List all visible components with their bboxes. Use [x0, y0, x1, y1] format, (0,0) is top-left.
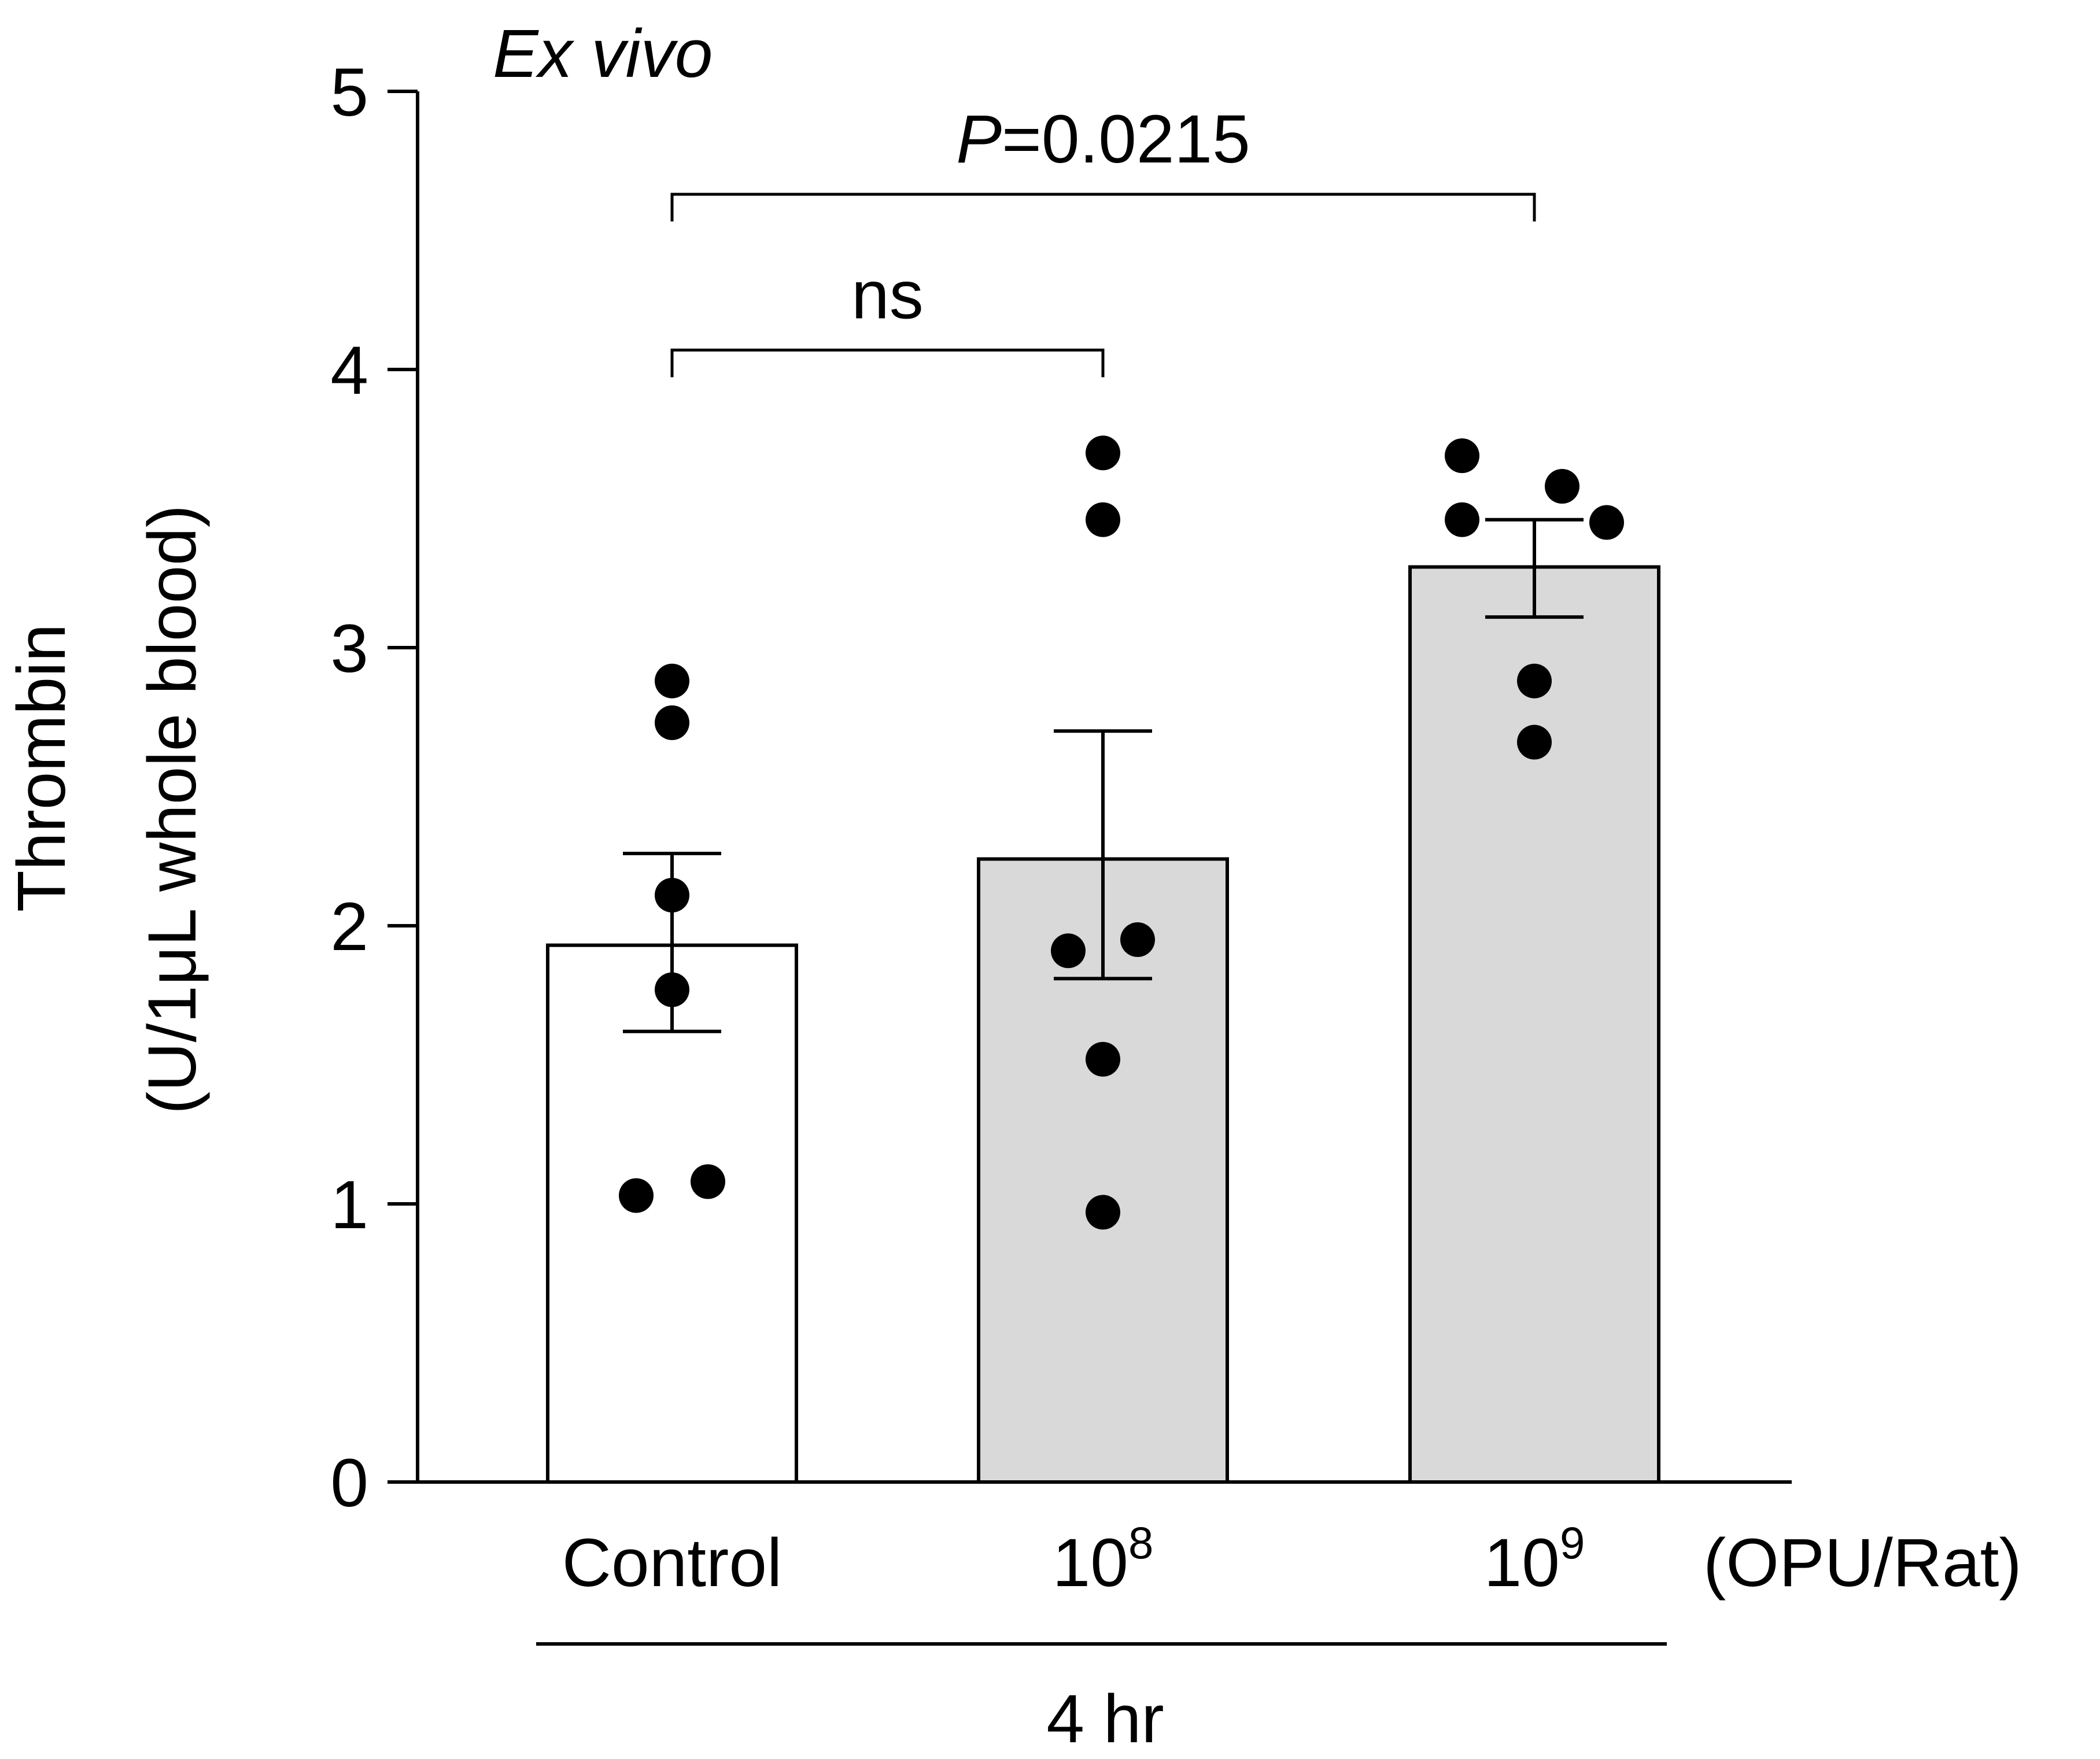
point-2-1: [1545, 469, 1579, 504]
x-tick-base: 10: [1484, 1525, 1560, 1601]
significance-brackets: ns P=0.0215: [670, 101, 1536, 378]
point-2-5: [1517, 725, 1552, 760]
bar-0: [546, 943, 798, 1484]
x-tick-label-0: Control: [562, 1525, 782, 1601]
y-tick-label-5: 5: [330, 54, 368, 131]
chart-title: Ex vivo: [493, 16, 713, 92]
y-tick-label-1: 1: [330, 1167, 368, 1243]
y-tick-label-4: 4: [330, 332, 368, 409]
bracket-1: [670, 193, 1536, 221]
y-axis-label-line2: (U/1μL whole blood): [134, 505, 211, 1114]
point-2-2: [1445, 502, 1479, 537]
point-0-4: [619, 1178, 654, 1213]
point-0-0: [655, 663, 689, 699]
data-points: [619, 435, 1624, 1230]
bracket-label-0: ns: [851, 257, 924, 333]
x-tick-base: 10: [1053, 1525, 1128, 1601]
y-axis-label-line1: Thrombin: [3, 624, 80, 912]
point-1-5: [1086, 1195, 1120, 1230]
point-0-1: [655, 705, 689, 740]
point-1-1: [1086, 502, 1120, 537]
x-tick-labels: Control 108 109: [562, 1517, 1585, 1601]
point-1-4: [1086, 1041, 1120, 1077]
bracket-label-1: P=0.0215: [956, 101, 1250, 178]
y-tick-label-3: 3: [330, 611, 368, 687]
point-1-0: [1086, 435, 1120, 471]
point-1-3: [1051, 933, 1086, 969]
point-1-2: [1120, 922, 1155, 958]
unit-label: (OPU/Rat): [1703, 1525, 2022, 1601]
x-tick-label-1: 108: [1053, 1517, 1154, 1601]
y-tick-label-2: 2: [330, 889, 368, 965]
error-bars: [623, 518, 1584, 1033]
y-tick-label-0: 0: [330, 1445, 368, 1521]
x-tick-label-2: 109: [1484, 1517, 1585, 1601]
p-italic: P: [956, 101, 1002, 178]
point-2-0: [1445, 438, 1479, 474]
bar-2: [1408, 565, 1660, 1484]
y-axis-label: Thrombin (U/1μL whole blood): [3, 505, 211, 1114]
p-value: =0.0215: [1002, 101, 1250, 178]
x-tick-base: Control: [562, 1525, 782, 1601]
bracket-0: [670, 348, 1105, 378]
bars: [546, 565, 1660, 1484]
point-2-3: [1589, 505, 1624, 540]
point-0-5: [691, 1164, 725, 1199]
point-2-4: [1517, 663, 1552, 699]
x-tick-exponent: 9: [1560, 1517, 1585, 1568]
group-label: 4 hr: [1046, 1681, 1164, 1757]
axes: 0 1 2 3 4 5: [330, 54, 1792, 1521]
x-tick-exponent: 8: [1128, 1517, 1153, 1568]
